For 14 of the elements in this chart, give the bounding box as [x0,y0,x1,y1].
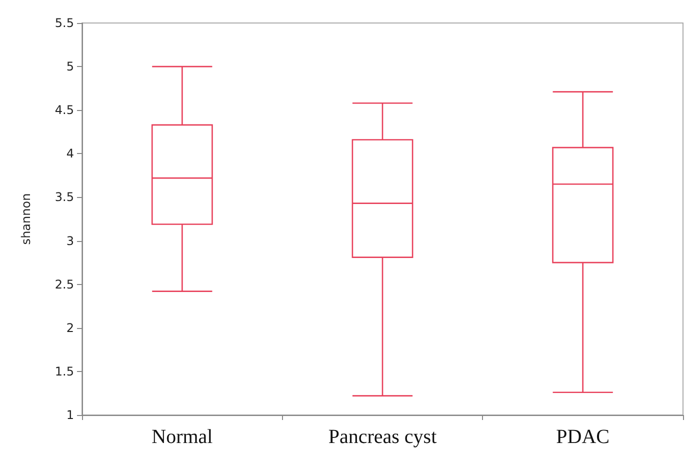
y-tick-label: 1.5 [54,364,74,378]
y-tick-label: 5 [66,60,74,74]
y-tick-label: 5.5 [54,16,74,30]
y-axis-title: shannon [19,193,33,245]
y-tick-label: 3.5 [54,190,74,204]
x-tick-label: Pancreas cyst [328,426,438,448]
y-tick-label: 1 [66,408,74,422]
y-tick-label: 2 [66,320,74,335]
x-tick-label: PDAC [556,426,610,448]
y-tick-label: 4 [66,146,74,161]
x-tick-label: Normal [152,426,214,448]
y-tick-label: 2.5 [54,277,74,292]
y-tick-label: 4.5 [54,103,74,118]
y-tick-label: 3 [66,234,74,248]
